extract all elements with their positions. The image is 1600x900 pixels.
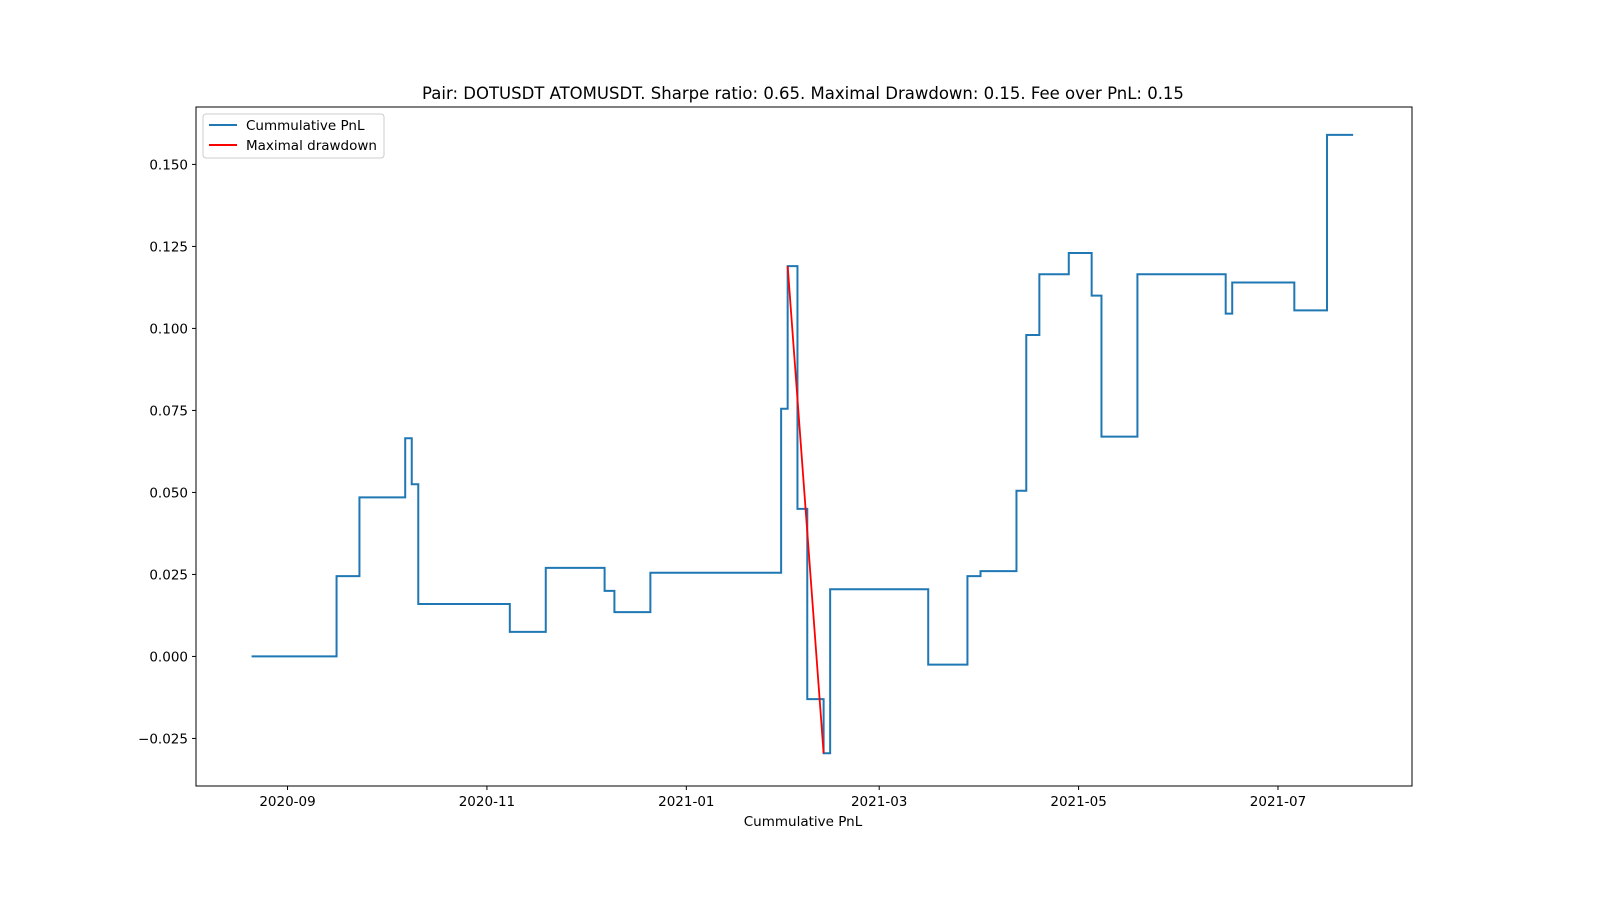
x-tick-label: 2021-03 [851,794,907,810]
series-line-cummulative-pnl [251,133,1354,755]
x-tick-label: 2020-09 [259,794,315,810]
legend-box [202,113,385,159]
x-axis: 2020-09 2020-11 2021-01 2021-03 2021-05 2021-… [259,786,1306,810]
y-tick-label: 0.125 [149,239,188,255]
y-tick-label: 0.075 [149,403,188,419]
x-tick-label: 2021-01 [658,794,714,810]
legend: Cummulative PnL Maximal drawdown [202,113,385,159]
x-axis-label: Cummulative PnL [744,814,863,830]
chart-title: Pair: DOTUSDT ATOMUSDT. Sharpe ratio: 0.… [422,84,1184,103]
plot-area [251,133,1354,755]
x-tick-label: 2020-11 [459,794,515,810]
series-line-maximal-drawdown [786,266,825,754]
y-tick-label: 0.025 [149,567,188,583]
x-tick-label: 2021-07 [1250,794,1306,810]
y-tick-label: 0.150 [149,157,188,173]
y-tick-label: −0.025 [138,731,188,747]
legend-label-cummulative-pnl: Cummulative PnL [246,118,365,134]
y-tick-label: 0.000 [149,649,188,665]
y-tick-label: 0.100 [149,321,188,337]
y-axis: −0.025 0.000 0.025 0.050 0.075 0.100 0.125 0.15… [138,157,196,747]
x-tick-label: 2021-05 [1050,794,1106,810]
legend-label-maximal-drawdown: Maximal drawdown [246,138,377,154]
y-tick-label: 0.050 [149,485,188,501]
axes-frame [195,106,1413,787]
